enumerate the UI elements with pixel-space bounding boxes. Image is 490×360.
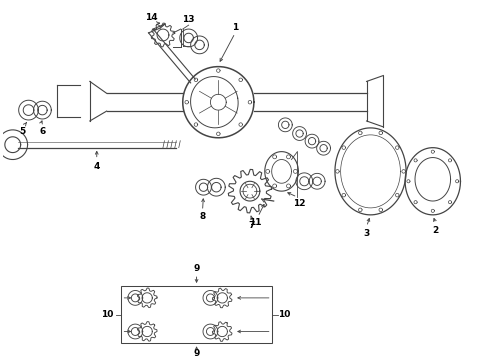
Text: 3: 3 [364, 229, 369, 238]
Text: 6: 6 [39, 127, 46, 136]
Text: 2: 2 [433, 226, 439, 235]
Text: 13: 13 [182, 15, 195, 24]
Text: 9: 9 [194, 349, 200, 358]
Text: 10: 10 [278, 310, 291, 319]
Text: 12: 12 [293, 199, 306, 208]
Text: 8: 8 [199, 212, 206, 221]
Text: 10: 10 [101, 310, 114, 319]
Text: 14: 14 [145, 13, 157, 22]
Text: 4: 4 [94, 162, 100, 171]
Text: 7: 7 [249, 221, 255, 230]
Bar [122, 286, 271, 343]
Text: 11: 11 [248, 218, 261, 227]
Text: 5: 5 [20, 127, 26, 136]
Text: 1: 1 [232, 23, 238, 32]
Text: 9: 9 [194, 264, 200, 273]
